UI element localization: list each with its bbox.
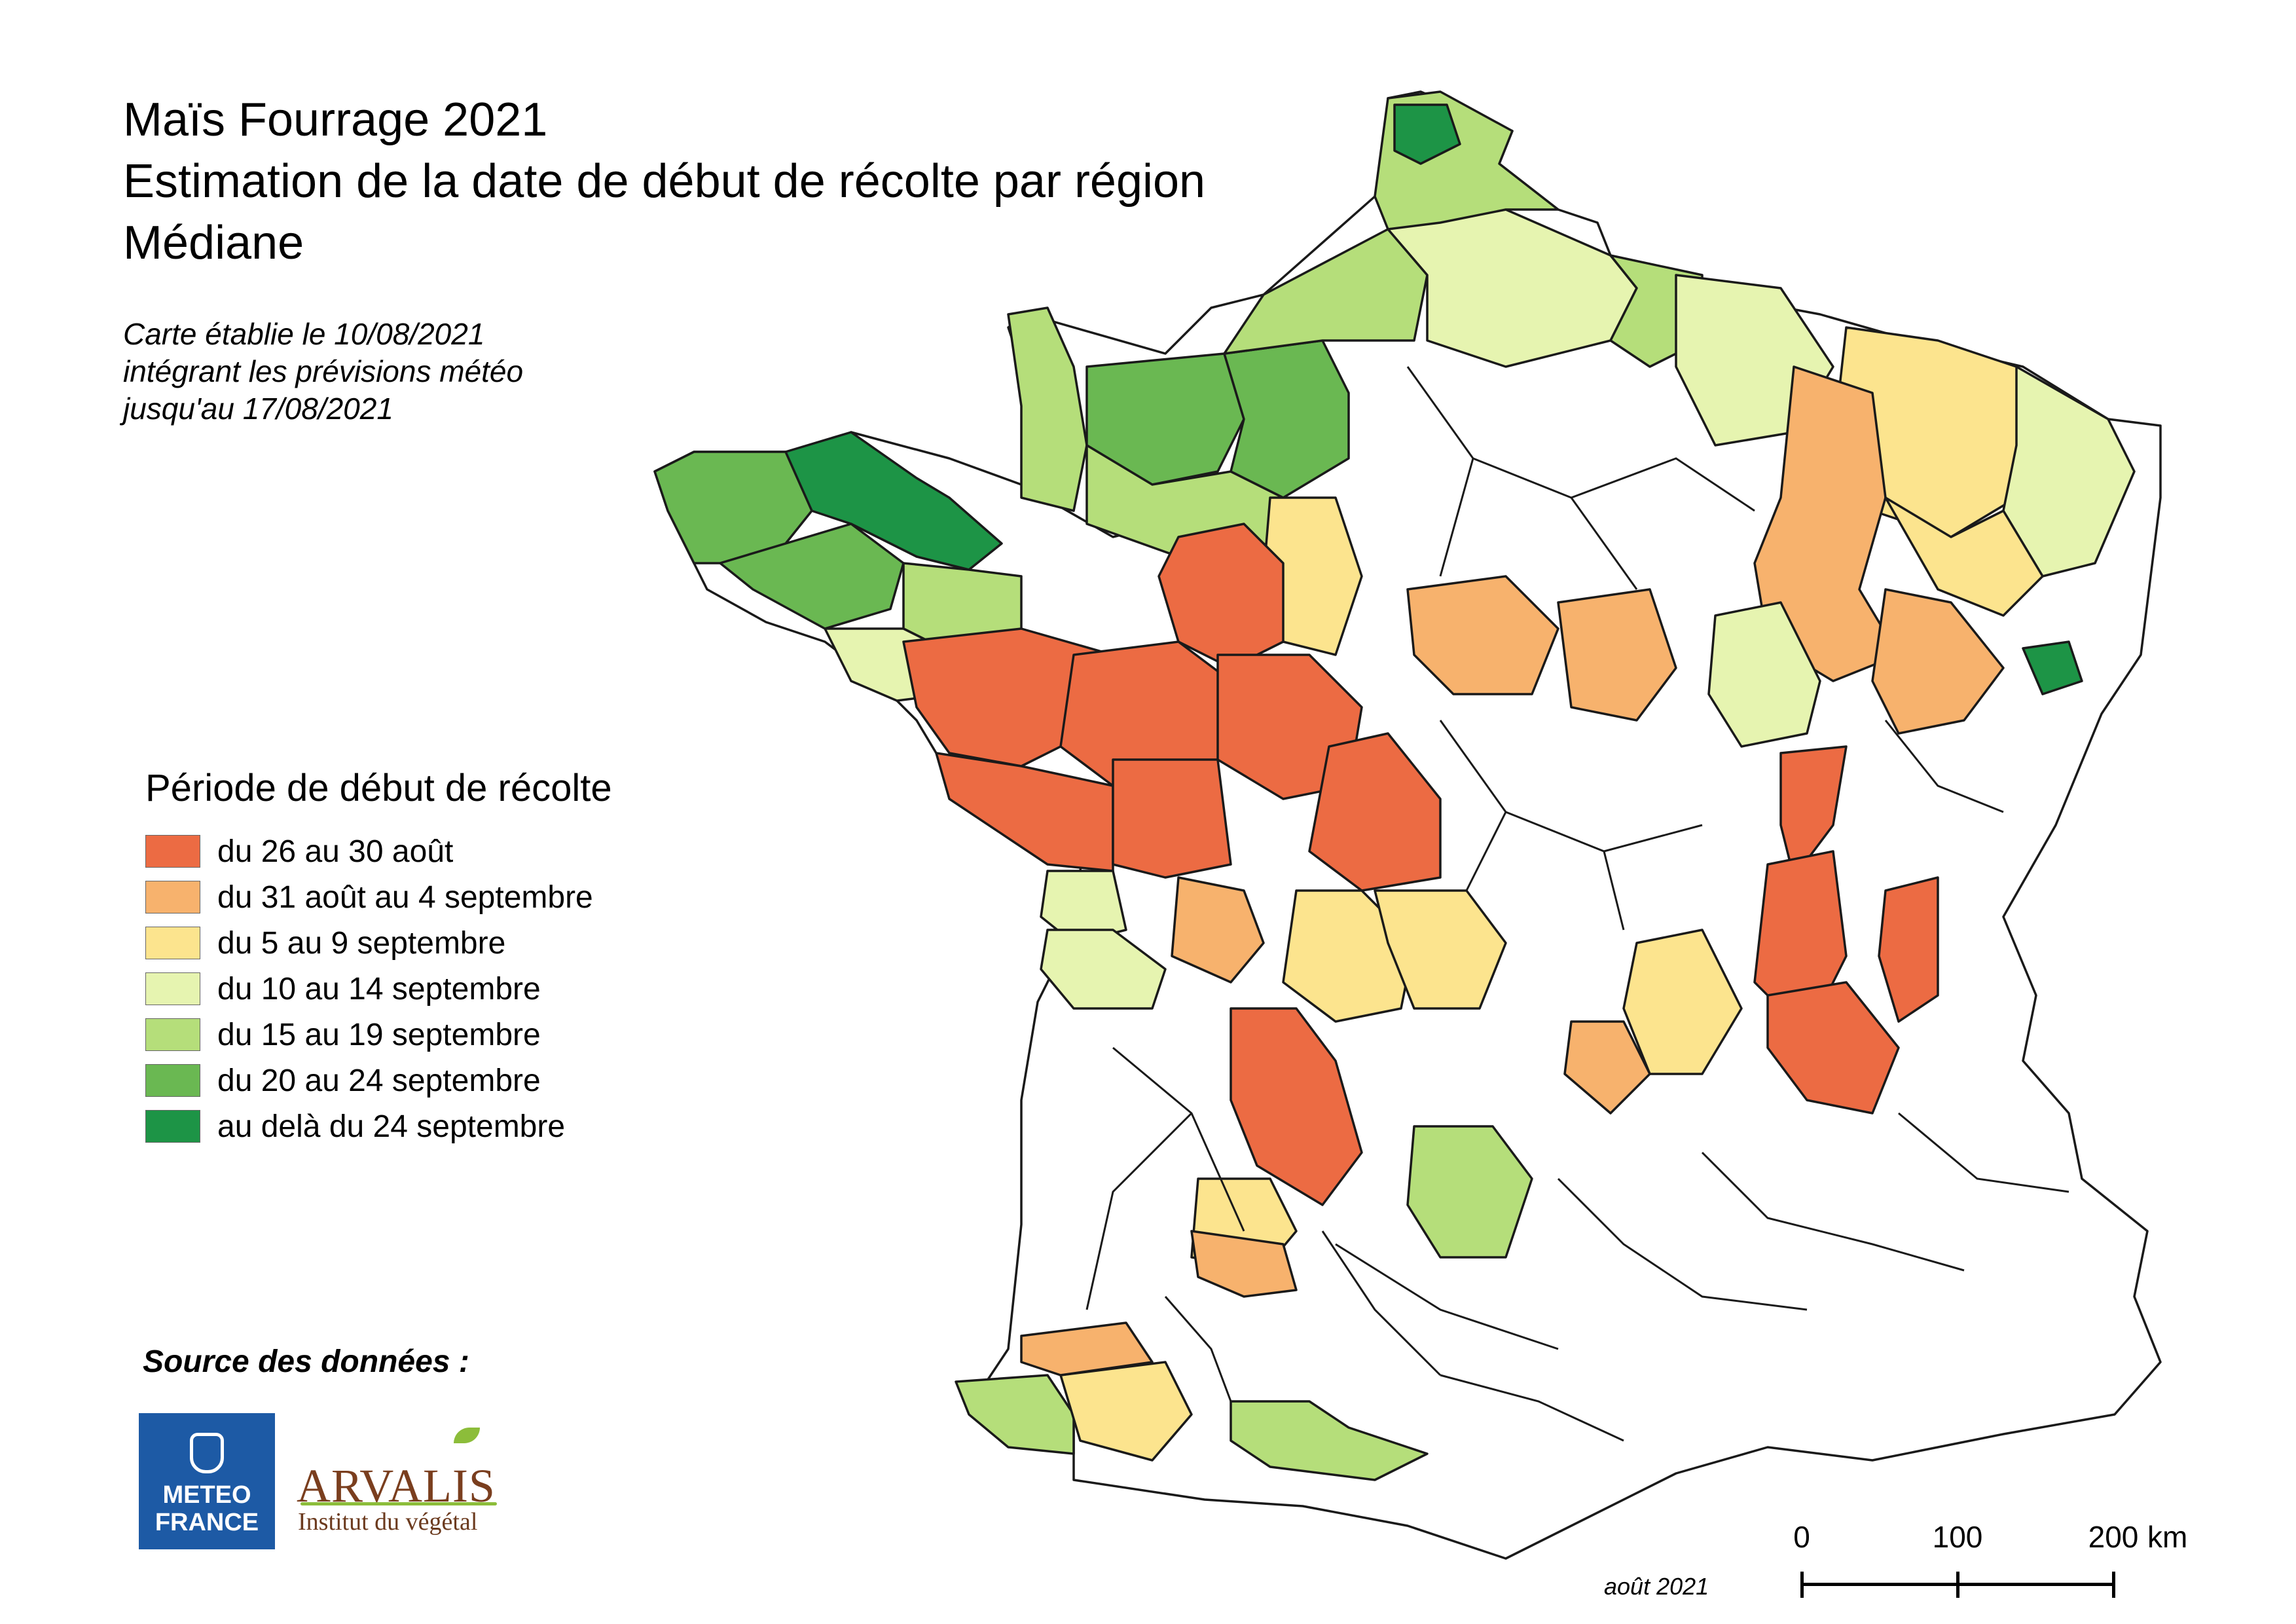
region-haute-vienne xyxy=(1171,876,1265,984)
department-border xyxy=(1335,1243,1559,1350)
region-ain xyxy=(1779,745,1848,879)
meteo-france-logo-line-2: FRANCE xyxy=(155,1509,259,1536)
department-border xyxy=(1406,366,1638,590)
region-cotes-darmor xyxy=(784,431,1003,571)
legend-label: du 5 au 9 septembre xyxy=(217,925,506,961)
scale-label-100: 100 xyxy=(1932,1520,1983,1554)
department-border xyxy=(1571,457,1755,512)
region-haute-marne xyxy=(1753,365,1900,682)
meteo-france-logo-line-1: METEO xyxy=(162,1481,251,1509)
region-hautes-pyrenees xyxy=(1059,1361,1193,1462)
legend: Période de début de récolte du 26 au 30 … xyxy=(145,766,612,1149)
legend-swatch xyxy=(145,1110,200,1143)
legend-swatch xyxy=(145,881,200,913)
map-subtitle: Carte établie le 10/08/2021 intégrant le… xyxy=(123,316,523,428)
subtitle-line-3: jusqu'au 17/08/2021 xyxy=(123,392,393,426)
region-eure xyxy=(1223,339,1350,499)
region-ariege xyxy=(1230,1400,1429,1481)
department-border xyxy=(1439,720,1703,853)
meteo-france-emblem-icon xyxy=(190,1433,224,1473)
scale-mark-0 xyxy=(1800,1572,1804,1598)
department-border xyxy=(1884,720,2004,813)
region-haute-loire xyxy=(1563,1020,1651,1115)
map-title: Maïs Fourrage 2021 Estimation de la date… xyxy=(123,89,1205,274)
region-franche-comte xyxy=(1871,588,2005,735)
subtitle-line-2: intégrant les prévisions météo xyxy=(123,354,524,388)
arvalis-underline xyxy=(301,1502,497,1505)
department-border xyxy=(1439,458,1474,577)
region-drome xyxy=(1766,981,1900,1115)
legend-title: Période de début de récolte xyxy=(145,767,612,809)
meteo-france-logo: METEO FRANCE xyxy=(139,1413,275,1549)
title-line-3: Médiane xyxy=(123,217,304,269)
region-morbihan xyxy=(719,523,905,630)
legend-item: du 15 au 19 septembre xyxy=(145,1012,612,1058)
legend-swatch xyxy=(145,972,200,1005)
scale-label-0: 0 xyxy=(1793,1520,1810,1554)
legend-item: du 31 août au 4 septembre xyxy=(145,874,612,920)
region-cantal xyxy=(1406,1125,1533,1259)
department-border xyxy=(1440,1374,1624,1442)
region-yonne xyxy=(1557,588,1677,722)
department-border xyxy=(1164,1296,1232,1402)
region-landes-patch xyxy=(1020,1321,1154,1376)
legend-item: du 20 au 24 septembre xyxy=(145,1058,612,1103)
legend-swatch xyxy=(145,1018,200,1051)
region-pyrenees-atlantiques xyxy=(955,1374,1075,1455)
region-vendee xyxy=(935,752,1114,872)
leaf-icon xyxy=(454,1428,480,1443)
scale-unit: km xyxy=(2147,1520,2188,1554)
legend-swatch xyxy=(145,835,200,868)
region-deux-sevres xyxy=(1112,758,1232,879)
legend-label: du 15 au 19 septembre xyxy=(217,1017,541,1052)
region-pas-de-calais-coast xyxy=(1393,103,1461,165)
region-seine-et-marne xyxy=(1406,575,1559,695)
legend-label: du 20 au 24 septembre xyxy=(217,1063,541,1098)
arvalis-logo-tagline: Institut du végétal xyxy=(298,1508,478,1536)
region-cher xyxy=(1308,732,1442,892)
scale-mark-100 xyxy=(1956,1572,1959,1598)
region-charente xyxy=(1040,929,1167,1010)
region-savoie xyxy=(1878,876,1939,1023)
region-maine-et-loire xyxy=(902,627,1114,767)
region-gironde-patch xyxy=(1190,1230,1298,1298)
region-manche xyxy=(1007,306,1088,512)
department-border xyxy=(1898,1112,2069,1193)
region-haute-saone xyxy=(1884,496,2044,617)
department-border xyxy=(1603,851,1625,931)
legend-items: du 26 au 30 août du 31 août au 4 septembr… xyxy=(145,828,612,1149)
map-credit-date: août 2021 xyxy=(1604,1573,1709,1600)
region-correze xyxy=(1230,1007,1363,1206)
legend-label: du 26 au 30 août xyxy=(217,834,454,869)
legend-swatch xyxy=(145,927,200,959)
legend-item: du 5 au 9 septembre xyxy=(145,920,612,966)
legend-item: au delà du 24 septembre xyxy=(145,1103,612,1149)
arvalis-logo: ARVALIS Institut du végétal xyxy=(291,1421,507,1545)
legend-label: au delà du 24 septembre xyxy=(217,1109,566,1144)
legend-item: du 10 au 14 septembre xyxy=(145,966,612,1012)
legend-swatch xyxy=(145,1064,200,1097)
region-haut-rhin-patch xyxy=(2022,640,2083,695)
department-border xyxy=(1557,1177,1808,1311)
scale-mark-200 xyxy=(2112,1572,2115,1598)
region-indre xyxy=(1282,889,1415,1023)
scale-label-200: 200 xyxy=(2088,1520,2139,1554)
legend-label: du 10 au 14 septembre xyxy=(217,971,541,1006)
scale-bar: 0 100 200 km xyxy=(1735,1519,2187,1598)
department-border xyxy=(1321,1230,1442,1376)
subtitle-line-1: Carte établie le 10/08/2021 xyxy=(123,317,485,351)
region-alsace xyxy=(2002,365,2136,578)
legend-label: du 31 août au 4 septembre xyxy=(217,879,593,915)
department-border xyxy=(1085,1112,1193,1310)
department-border xyxy=(1465,811,1507,891)
legend-item: du 26 au 30 août xyxy=(145,828,612,874)
department-border xyxy=(1701,1151,1965,1272)
region-cote-dor xyxy=(1707,601,1821,748)
source-title: Source des données : xyxy=(143,1344,469,1379)
title-line-2: Estimation de la date de début de récolt… xyxy=(123,155,1206,208)
title-line-1: Maïs Fourrage 2021 xyxy=(123,94,548,146)
region-puy-de-dome xyxy=(1622,929,1743,1075)
